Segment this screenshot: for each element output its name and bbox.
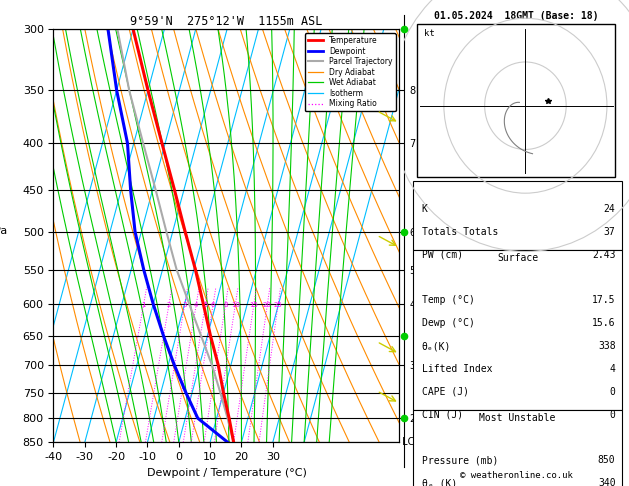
Legend: Temperature, Dewpoint, Parcel Trajectory, Dry Adiabat, Wet Adiabat, Isotherm, Mi: Temperature, Dewpoint, Parcel Trajectory…	[304, 33, 396, 111]
Text: 10: 10	[231, 302, 240, 308]
Text: LCL: LCL	[399, 437, 420, 447]
Text: 17.5: 17.5	[592, 295, 616, 306]
Y-axis label: km
ASL: km ASL	[434, 236, 452, 257]
Text: Lifted Index: Lifted Index	[422, 364, 493, 374]
Text: 338: 338	[598, 341, 616, 351]
Text: Temp (°C): Temp (°C)	[422, 295, 475, 306]
Text: K: K	[422, 204, 428, 214]
Text: kt: kt	[424, 29, 435, 38]
Text: 5: 5	[203, 302, 208, 308]
Text: 25: 25	[274, 302, 282, 308]
Text: 2: 2	[167, 302, 171, 308]
Text: 3: 3	[182, 302, 187, 308]
Text: 2.43: 2.43	[592, 250, 616, 260]
Text: Most Unstable: Most Unstable	[479, 413, 556, 423]
Text: 4: 4	[194, 302, 199, 308]
Text: CAPE (J): CAPE (J)	[422, 387, 469, 397]
Text: 6: 6	[211, 302, 215, 308]
Text: θₑ (K): θₑ (K)	[422, 478, 457, 486]
Text: © weatheronline.co.uk: © weatheronline.co.uk	[460, 471, 573, 480]
X-axis label: Dewpoint / Temperature (°C): Dewpoint / Temperature (°C)	[147, 468, 306, 478]
Text: Totals Totals: Totals Totals	[422, 227, 498, 237]
Text: 8: 8	[223, 302, 228, 308]
Text: Mixing Ratio (g/kg): Mixing Ratio (g/kg)	[503, 190, 513, 282]
Text: 37: 37	[604, 227, 616, 237]
Text: 340: 340	[598, 478, 616, 486]
Text: θₑ(K): θₑ(K)	[422, 341, 451, 351]
Text: Surface: Surface	[497, 253, 538, 263]
Text: Pressure (mb): Pressure (mb)	[422, 455, 498, 466]
Text: CIN (J): CIN (J)	[422, 410, 463, 420]
Text: 24: 24	[604, 204, 616, 214]
Text: 0: 0	[610, 410, 616, 420]
Text: 4: 4	[610, 364, 616, 374]
Text: 1: 1	[142, 302, 146, 308]
Title: 9°59'N  275°12'W  1155m ASL: 9°59'N 275°12'W 1155m ASL	[130, 15, 323, 28]
Bar	[413, 410, 622, 486]
Text: 15.6: 15.6	[592, 318, 616, 329]
Text: Dewp (°C): Dewp (°C)	[422, 318, 475, 329]
Text: 0: 0	[610, 387, 616, 397]
Y-axis label: hPa: hPa	[0, 226, 8, 236]
Text: 01.05.2024  18GMT (Base: 18): 01.05.2024 18GMT (Base: 18)	[434, 11, 599, 21]
Bar	[417, 24, 616, 177]
Text: 20: 20	[263, 302, 272, 308]
Bar	[413, 181, 622, 250]
Text: PW (cm): PW (cm)	[422, 250, 463, 260]
Text: 850: 850	[598, 455, 616, 466]
Text: 15: 15	[250, 302, 259, 308]
Bar	[413, 250, 622, 410]
